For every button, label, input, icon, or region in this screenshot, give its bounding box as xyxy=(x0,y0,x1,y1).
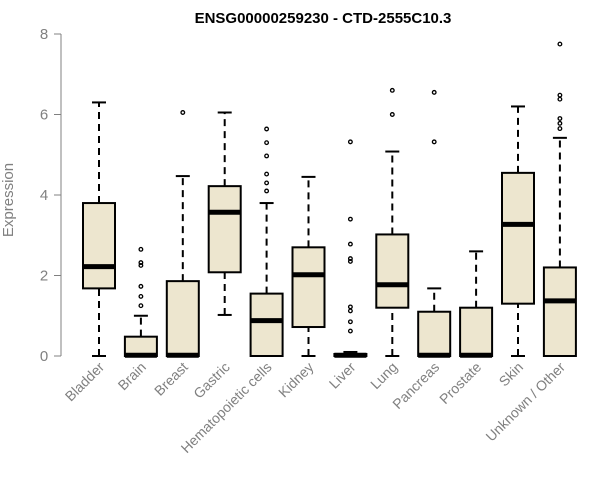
category-label: Bladder xyxy=(62,359,108,405)
iqr-box xyxy=(375,233,410,309)
outlier-point xyxy=(347,241,353,247)
outlier-point xyxy=(557,116,563,121)
category-label: Lung xyxy=(367,359,400,392)
outlier-point xyxy=(557,92,563,98)
box-skin xyxy=(501,105,535,357)
y-tick-label: 6 xyxy=(40,107,48,124)
outlier-point xyxy=(264,171,270,177)
outlier-point xyxy=(557,41,563,47)
outlier-point xyxy=(347,258,353,264)
outlier-point xyxy=(264,140,270,146)
outlier-point xyxy=(138,260,144,266)
outlier-point xyxy=(138,262,144,268)
outlier-point xyxy=(138,283,144,289)
category-label: Prostate xyxy=(436,359,484,407)
box-lung xyxy=(375,87,410,357)
y-tick-label: 8 xyxy=(40,26,48,43)
box-gastric xyxy=(207,111,242,316)
outlier-point xyxy=(431,89,437,95)
y-axis: 0 2 4 6 8 xyxy=(40,26,62,365)
outlier-point xyxy=(389,87,395,93)
outlier-point xyxy=(347,308,353,314)
outlier-point xyxy=(557,120,563,126)
iqr-box xyxy=(291,246,326,329)
outlier-point xyxy=(557,126,563,132)
plot-area xyxy=(82,41,577,358)
outlier-point xyxy=(180,110,186,115)
category-label: Skin xyxy=(496,359,527,390)
category-label: Brain xyxy=(115,359,149,393)
iqr-box xyxy=(417,310,452,358)
box-pancreas xyxy=(417,89,452,358)
category-label: Liver xyxy=(326,359,359,392)
outlier-point xyxy=(347,304,353,310)
outlier-point xyxy=(389,112,395,117)
outlier-point xyxy=(264,188,270,194)
outlier-point xyxy=(138,293,144,299)
box-brain xyxy=(123,246,158,358)
box-breast xyxy=(165,110,200,358)
iqr-box xyxy=(165,280,200,358)
y-tick-label: 0 xyxy=(40,348,48,365)
outlier-point xyxy=(264,126,270,132)
category-label: Unknown / Other xyxy=(482,359,568,445)
outlier-point xyxy=(347,319,353,325)
iqr-box xyxy=(82,202,116,290)
category-label: Kidney xyxy=(275,359,317,401)
box-kidney xyxy=(291,175,326,357)
y-tick-label: 4 xyxy=(40,187,48,204)
iqr-box xyxy=(249,292,284,357)
box-unknown-other xyxy=(542,41,577,358)
outlier-point xyxy=(347,328,353,334)
iqr-box xyxy=(542,266,577,358)
outlier-point xyxy=(264,180,270,186)
iqr-box xyxy=(459,306,494,358)
box-hematopoietic-cells xyxy=(249,126,284,357)
box-liver xyxy=(333,139,368,358)
outlier-point xyxy=(347,139,353,145)
iqr-box xyxy=(207,185,242,274)
box-prostate xyxy=(459,250,494,358)
outlier-point xyxy=(138,303,144,309)
outlier-point xyxy=(264,153,270,159)
box-bladder xyxy=(82,101,116,357)
chart-title: ENSG00000259230 - CTD-2555C10.3 xyxy=(195,10,452,27)
outlier-point xyxy=(347,256,353,262)
outlier-point xyxy=(557,96,563,102)
outlier-point xyxy=(431,139,437,145)
y-axis-label: Expression xyxy=(0,163,17,237)
category-label: Pancreas xyxy=(389,359,442,412)
iqr-box xyxy=(501,171,535,305)
outlier-point xyxy=(347,216,353,222)
y-tick-label: 2 xyxy=(40,268,48,285)
category-label: Breast xyxy=(151,359,191,399)
outlier-point xyxy=(138,246,144,252)
